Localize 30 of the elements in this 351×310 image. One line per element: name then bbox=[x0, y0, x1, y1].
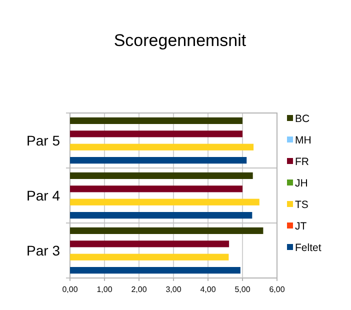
chart-title: Scoregennemsnit bbox=[114, 31, 246, 50]
legend-label: FR bbox=[295, 156, 310, 168]
bar bbox=[70, 144, 254, 150]
bar bbox=[70, 212, 252, 219]
legend-label: BC bbox=[295, 113, 310, 125]
bar bbox=[70, 267, 240, 274]
y-tick-label: Par 5 bbox=[26, 132, 60, 148]
bar bbox=[70, 186, 242, 192]
bar bbox=[70, 172, 253, 179]
legend-label: TS bbox=[295, 199, 308, 211]
x-tick-label: 4,00 bbox=[200, 285, 216, 294]
bar bbox=[70, 157, 247, 164]
x-tick-label: 3,00 bbox=[166, 285, 182, 294]
legend-label: MH bbox=[295, 134, 312, 146]
bar bbox=[70, 227, 264, 234]
x-tick-label: 5,00 bbox=[234, 285, 251, 294]
legend-label: JH bbox=[295, 178, 308, 190]
bar bbox=[70, 130, 242, 138]
legend-label: Feltet bbox=[295, 242, 322, 254]
y-tick-label: Par 4 bbox=[26, 188, 60, 204]
y-tick-label: Par 3 bbox=[26, 242, 60, 258]
x-tick-label: 1,00 bbox=[96, 285, 113, 294]
legend-label: JT bbox=[295, 220, 308, 232]
bar bbox=[70, 198, 260, 206]
bar bbox=[70, 254, 229, 260]
x-tick-label: 0,00 bbox=[62, 285, 78, 294]
x-tick-label: 6,00 bbox=[269, 285, 286, 294]
x-tick-label: 2,00 bbox=[131, 285, 148, 294]
bar bbox=[70, 117, 242, 124]
bar bbox=[70, 240, 230, 248]
